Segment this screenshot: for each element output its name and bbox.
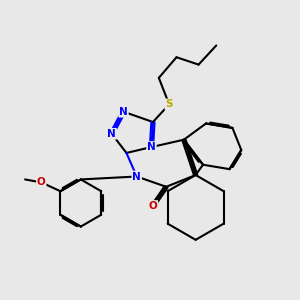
- Text: N: N: [147, 142, 156, 152]
- Text: O: O: [148, 201, 157, 211]
- Text: S: S: [165, 99, 173, 110]
- Text: O: O: [37, 177, 46, 188]
- Text: N: N: [132, 172, 141, 182]
- Text: N: N: [119, 107, 128, 117]
- Text: N: N: [107, 129, 116, 139]
